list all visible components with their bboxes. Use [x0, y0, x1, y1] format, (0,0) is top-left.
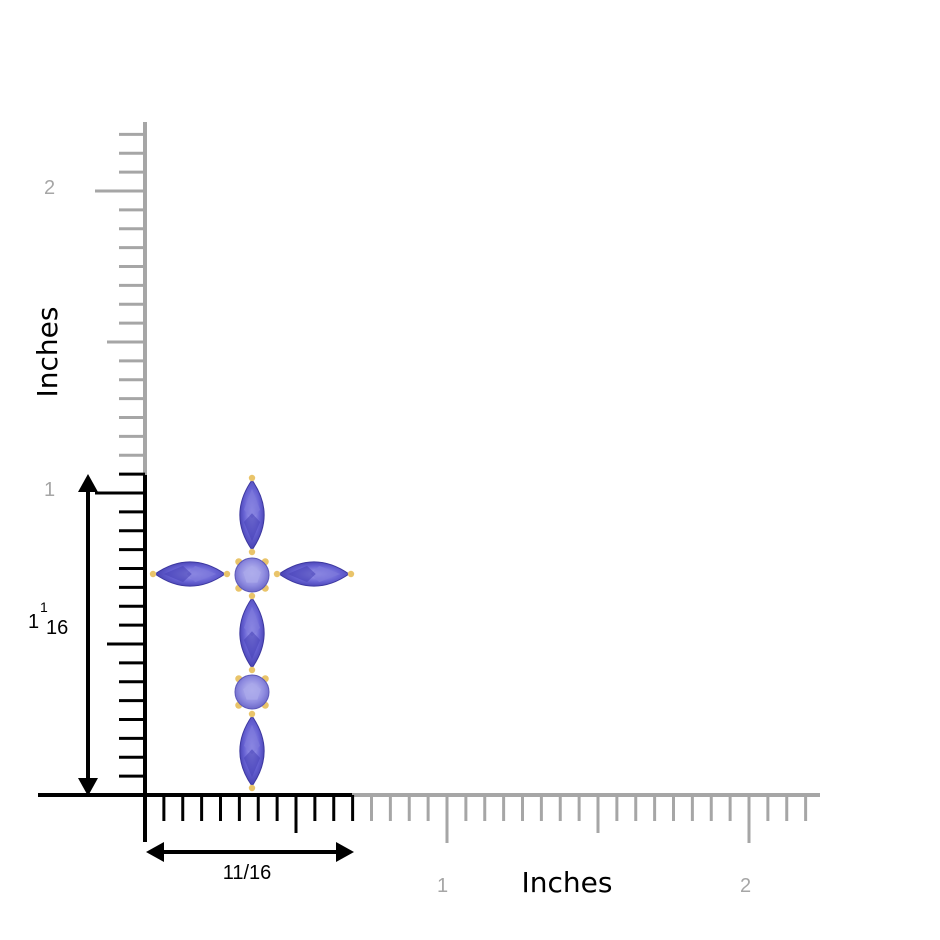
- height-arrow-top-icon: [78, 474, 98, 492]
- width-label: 11/16: [223, 862, 272, 884]
- height-dimension: 1 1 16: [28, 474, 98, 796]
- x-tick-label-2: 2: [740, 875, 751, 897]
- round-stone-center: [234, 557, 270, 593]
- height-numerator: 1: [40, 599, 48, 615]
- marquise-stone-middle: [239, 592, 265, 674]
- cross-pendant: [149, 474, 355, 792]
- width-dimension: 11/16: [146, 842, 354, 884]
- width-arrow-left-icon: [146, 842, 164, 862]
- height-arrow-bottom-icon: [78, 778, 98, 796]
- marquise-stone-right: [273, 561, 355, 587]
- height-denominator: 16: [46, 617, 68, 639]
- y-axis-unit-label: Inches: [31, 307, 64, 398]
- height-whole-number: 1: [28, 611, 39, 633]
- y-tick-label-1: 1: [44, 479, 55, 501]
- vertical-ruler: 2 1 Inches: [31, 122, 147, 797]
- width-arrow-right-icon: [336, 842, 354, 862]
- round-stone-lower: [234, 674, 270, 710]
- y-tick-label-2: 2: [44, 177, 55, 199]
- x-tick-label-1: 1: [437, 875, 448, 897]
- marquise-stone-left: [149, 561, 231, 587]
- horizontal-ruler: 1 2 Inches: [38, 793, 820, 899]
- x-axis-unit-label: Inches: [522, 866, 613, 899]
- marquise-stone-top: [239, 474, 265, 556]
- marquise-stone-bottom: [239, 710, 265, 792]
